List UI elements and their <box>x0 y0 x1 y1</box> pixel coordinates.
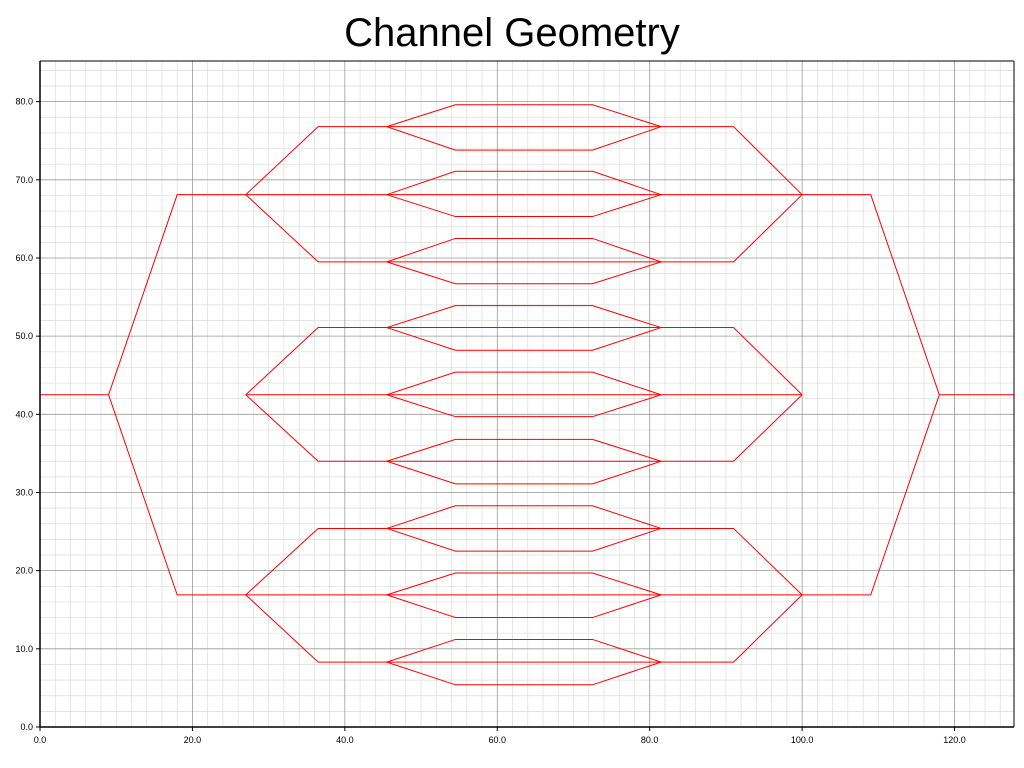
channel-segment-43 <box>386 505 662 529</box>
series-layer <box>40 104 1014 686</box>
channel-segment-39 <box>386 394 662 418</box>
channel-segment-24 <box>661 594 803 663</box>
channel-segment-27 <box>386 126 662 151</box>
channel-segment-30 <box>386 194 662 218</box>
channel-segment-6 <box>802 394 940 596</box>
channel-segment-46 <box>386 572 662 596</box>
y-tick-label: 50.0 <box>15 331 33 341</box>
channel-segment-4 <box>108 394 246 596</box>
y-tick-label: 0.0 <box>20 722 33 732</box>
y-tick-label: 30.0 <box>15 487 33 497</box>
y-tick-label: 70.0 <box>15 175 33 185</box>
channel-segment-9 <box>245 194 387 263</box>
x-tick-label: 0.0 <box>34 735 47 745</box>
y-tick-label: 20.0 <box>15 566 33 576</box>
channel-segment-16 <box>661 327 803 396</box>
channel-segment-37 <box>386 371 662 396</box>
channel-segment-51 <box>386 661 662 686</box>
x-axis-ticks: 0.0 20.0 40.0 60.0 80.0 100.0 120.0 <box>34 727 966 745</box>
y-tick-label: 40.0 <box>15 409 33 419</box>
x-tick-label: 100.0 <box>791 735 814 745</box>
x-tick-label: 120.0 <box>943 735 966 745</box>
channel-segment-13 <box>245 327 387 396</box>
y-axis-ticks: 0.0 10.0 20.0 30.0 40.0 50.0 60.0 70.0 80.0 <box>15 97 40 732</box>
channel-segment-19 <box>245 527 387 596</box>
x-tick-label: 60.0 <box>489 735 507 745</box>
y-tick-label: 10.0 <box>15 644 33 654</box>
channel-segment-42 <box>386 460 662 485</box>
channel-segment-15 <box>245 394 387 462</box>
channel-segment-5 <box>802 194 940 395</box>
channel-segment-45 <box>386 527 662 552</box>
minor-grid <box>40 61 1014 727</box>
chart-title: Channel Geometry <box>344 11 680 55</box>
channel-segment-31 <box>386 237 662 263</box>
channel-segment-49 <box>386 638 662 663</box>
channel-segment-40 <box>386 438 662 462</box>
channel-segment-22 <box>661 527 803 596</box>
x-tick-label: 20.0 <box>184 735 202 745</box>
x-tick-label: 40.0 <box>336 735 354 745</box>
channel-segment-33 <box>386 261 662 285</box>
channel-segment-34 <box>386 305 662 329</box>
channel-segment-48 <box>386 594 662 619</box>
channel-segment-28 <box>386 170 662 196</box>
axes <box>39 60 1015 728</box>
channel-segment-36 <box>386 327 662 351</box>
channel-segment-25 <box>386 104 662 128</box>
major-grid <box>39 61 1014 728</box>
channel-segment-10 <box>661 126 803 196</box>
y-tick-label: 60.0 <box>15 253 33 263</box>
x-tick-label: 80.0 <box>641 735 659 745</box>
channel-segment-12 <box>661 194 803 263</box>
channel-segment-7 <box>245 126 387 196</box>
channel-segment-3 <box>108 194 246 395</box>
channel-segment-21 <box>245 594 387 663</box>
y-tick-label: 80.0 <box>15 97 33 107</box>
channel-segment-18 <box>661 394 803 462</box>
